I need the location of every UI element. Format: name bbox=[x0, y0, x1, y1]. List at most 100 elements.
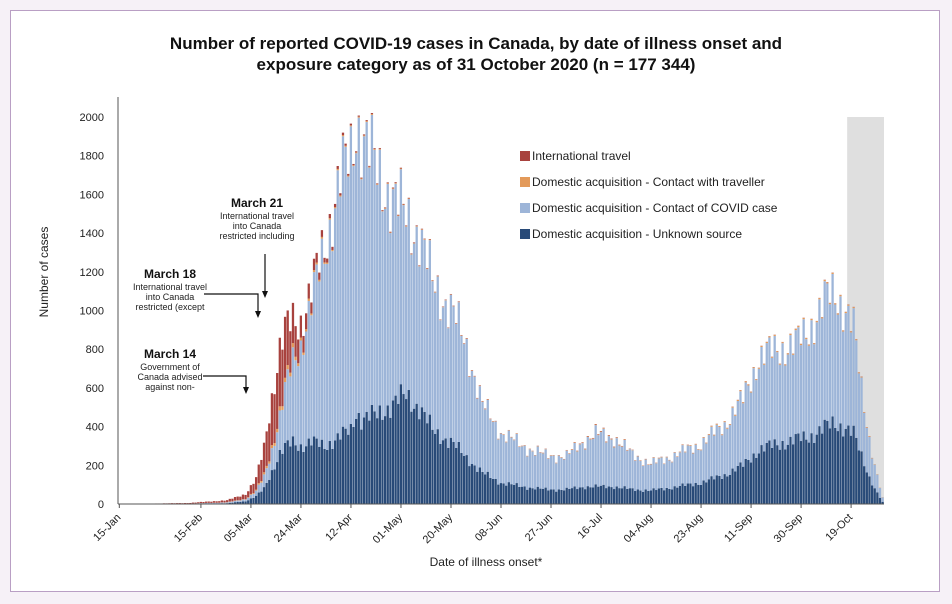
bar-segment-travel bbox=[189, 502, 192, 504]
bar-segment-covid_contact bbox=[244, 499, 247, 502]
bar-segment-unknown bbox=[512, 484, 516, 504]
bar-segment-travel bbox=[202, 502, 205, 504]
bar-segment-unknown bbox=[749, 462, 753, 504]
bar-segment-covid_contact bbox=[691, 453, 695, 487]
bar-segment-unknown bbox=[431, 429, 434, 504]
bar-segment-trav_contact bbox=[249, 493, 252, 495]
bar-segment-travel bbox=[260, 459, 263, 482]
bar-segment-covid_contact bbox=[620, 446, 624, 489]
bar-segment-covid_contact bbox=[860, 377, 863, 452]
bar-segment-unknown bbox=[460, 452, 463, 504]
bar-segment-unknown bbox=[713, 479, 716, 504]
bar-segment-unknown bbox=[347, 434, 350, 504]
bar-segment-covid_contact bbox=[784, 365, 787, 450]
x-tick-label: 27-Jun bbox=[523, 512, 555, 544]
bar-segment-covid_contact bbox=[318, 281, 321, 447]
bar-segment-trav_contact bbox=[254, 489, 258, 491]
bar-segment-covid_contact bbox=[252, 493, 255, 498]
x-ticks: 15-Jan 15-Feb 05-Mar 24-Mar 12-Apr 01-May 20-M… bbox=[91, 504, 855, 546]
bar-segment-covid_contact bbox=[276, 432, 279, 463]
bar-segment-covid_contact bbox=[836, 314, 840, 432]
bar-segment-trav_contact bbox=[357, 116, 360, 118]
bar-segment-covid_contact bbox=[431, 281, 434, 430]
bar-segment-unknown bbox=[286, 440, 289, 504]
bar-segment-unknown bbox=[365, 411, 368, 504]
bar-segment-unknown bbox=[747, 459, 750, 504]
bar-segment-covid_contact bbox=[865, 427, 868, 473]
annotation-arrowhead bbox=[262, 291, 268, 298]
bar-segment-covid_contact bbox=[231, 501, 234, 503]
bar-segment-unknown bbox=[476, 471, 479, 504]
bar-segment-covid_contact bbox=[736, 400, 739, 466]
bar-segment-covid_contact bbox=[531, 451, 534, 489]
bar-segment-unknown bbox=[473, 465, 476, 504]
bar-segment-travel bbox=[223, 500, 226, 503]
bar-segment-covid_contact bbox=[844, 313, 847, 429]
annotation-text: restricted including bbox=[219, 231, 294, 241]
bar-segment-covid_contact bbox=[281, 409, 284, 454]
bar-segment-covid_contact bbox=[781, 343, 784, 441]
x-tick-label: 01-May bbox=[371, 511, 406, 546]
bar-segment-travel bbox=[355, 151, 358, 153]
bar-segment-unknown bbox=[805, 439, 808, 504]
bar-segment-covid_contact bbox=[349, 126, 353, 424]
bar-segment-covid_contact bbox=[855, 340, 858, 438]
bar-segment-trav_contact bbox=[802, 317, 805, 320]
bar-segment-travel bbox=[386, 182, 389, 184]
bar-segment-trav_contact bbox=[605, 441, 608, 443]
bar-segment-travel bbox=[231, 498, 234, 502]
bar-segment-covid_contact bbox=[547, 458, 550, 491]
bar-segment-covid_contact bbox=[770, 357, 774, 448]
bar-segment-unknown bbox=[360, 429, 363, 504]
bar-segment-covid_contact bbox=[507, 430, 510, 483]
bar-segment-trav_contact bbox=[370, 113, 374, 115]
bar-segment-unknown bbox=[520, 486, 524, 504]
bar-segment-covid_contact bbox=[723, 422, 726, 475]
bar-segment-unknown bbox=[381, 419, 384, 504]
bar-segment-trav_contact bbox=[273, 443, 276, 446]
bar-segment-trav_contact bbox=[844, 312, 847, 314]
bar-segment-unknown bbox=[297, 450, 300, 504]
bar-segment-covid_contact bbox=[489, 419, 492, 478]
bar-segment-covid_contact bbox=[768, 337, 771, 441]
bar-segment-unknown bbox=[678, 485, 682, 504]
bar-segment-unknown bbox=[652, 488, 655, 504]
annotation-arrowhead bbox=[243, 387, 249, 394]
bar-segment-covid_contact bbox=[391, 189, 395, 401]
bar-segment-covid_contact bbox=[423, 239, 426, 412]
bar-segment-covid_contact bbox=[557, 455, 560, 490]
bar-segment-travel bbox=[407, 197, 410, 199]
bar-segment-trav_contact bbox=[318, 279, 321, 282]
bar-segment-travel bbox=[215, 501, 218, 503]
bar-segment-covid_contact bbox=[657, 458, 661, 489]
bar-segment-trav_contact bbox=[328, 218, 331, 220]
bar-segment-covid_contact bbox=[520, 446, 524, 487]
bar-segment-covid_contact bbox=[623, 439, 626, 487]
bar-segment-covid_contact bbox=[433, 292, 437, 435]
bar-segment-trav_contact bbox=[389, 232, 392, 234]
bar-segment-trav_contact bbox=[868, 436, 871, 437]
bar-segment-unknown bbox=[386, 405, 389, 504]
bar-segment-trav_contact bbox=[799, 343, 803, 346]
y-tick-label: 200 bbox=[86, 460, 104, 472]
bar-segment-trav_contact bbox=[315, 262, 318, 265]
bar-segment-travel bbox=[233, 497, 237, 501]
bar-segment-trav_contact bbox=[807, 344, 811, 346]
bar-segment-trav_contact bbox=[391, 188, 395, 190]
legend-label: Domestic acquisition - Contact with trav… bbox=[532, 175, 765, 189]
bar-segment-covid_contact bbox=[573, 443, 576, 487]
bar-segment-trav_contact bbox=[381, 210, 384, 212]
bar-segment-covid_contact bbox=[228, 501, 231, 503]
bar-segment-trav_contact bbox=[362, 135, 366, 137]
bar-segment-covid_contact bbox=[852, 308, 855, 426]
bar-segment-trav_contact bbox=[747, 384, 750, 386]
bar-segment-covid_contact bbox=[718, 426, 721, 476]
bar-segment-travel bbox=[320, 230, 324, 237]
bar-segment-trav_contact bbox=[749, 391, 753, 393]
bar-segment-unknown bbox=[820, 433, 824, 504]
bar-segment-unknown bbox=[510, 484, 513, 504]
bar-segment-covid_contact bbox=[644, 459, 647, 490]
bar-segment-unknown bbox=[702, 480, 705, 504]
y-tick-label: 0 bbox=[98, 499, 104, 511]
